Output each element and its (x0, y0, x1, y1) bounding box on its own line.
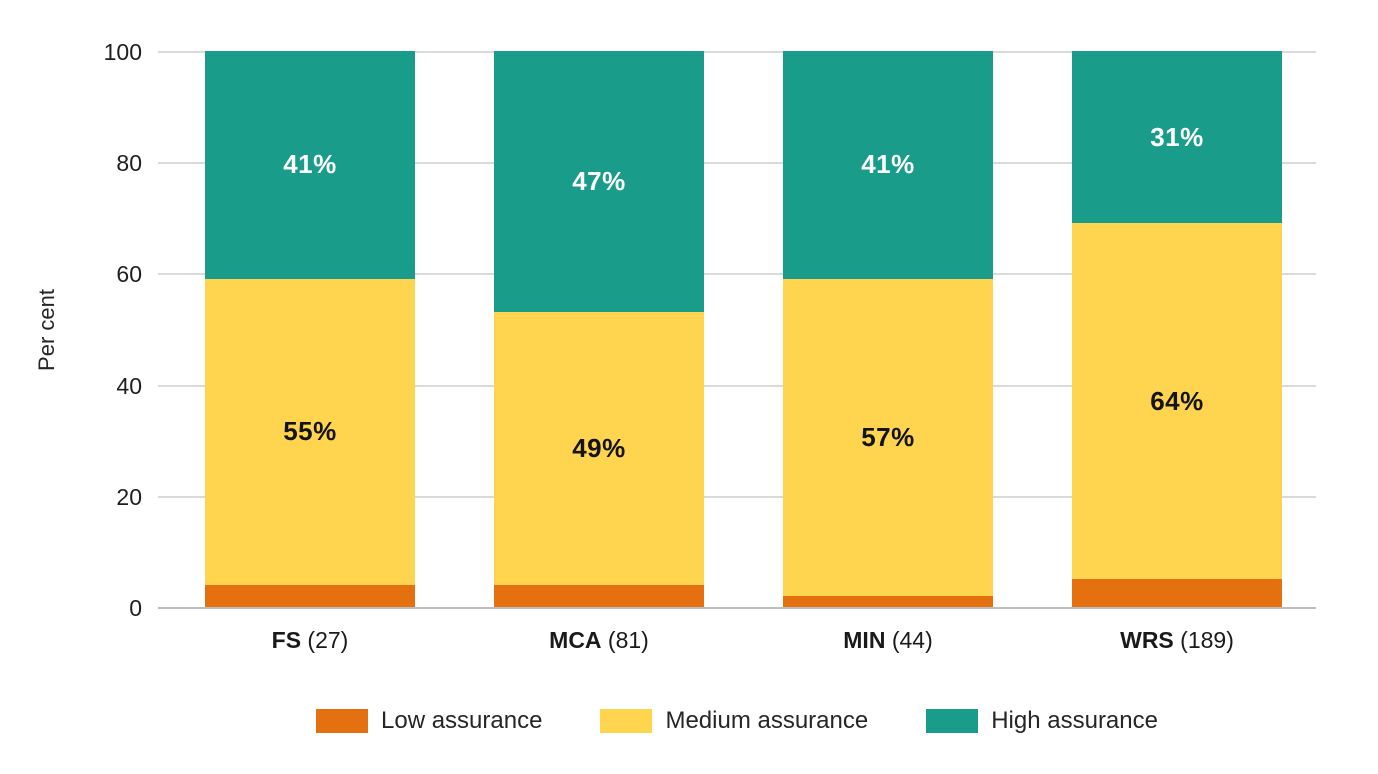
legend-swatch-icon (600, 709, 653, 733)
data-label: 57% (861, 421, 915, 452)
data-label: 64% (1150, 385, 1204, 416)
y-tick-label-60: 60 (116, 261, 142, 288)
bar-segment-wrs-medium-assurance: 64% (1072, 223, 1282, 580)
bar-segment-mca-high-assurance: 47% (494, 51, 704, 313)
category-count: (81) (601, 627, 649, 653)
category-name: MIN (843, 627, 886, 653)
x-category-label-min: MIN (44) (743, 625, 1033, 655)
legend: Low assurance Medium assurance High assura… (158, 704, 1316, 738)
data-label: 31% (1150, 121, 1204, 152)
category-name: WRS (1120, 627, 1174, 653)
bar-segment-min-high-assurance: 41% (783, 51, 993, 279)
category-name: MCA (549, 627, 602, 653)
bar-segment-fs-high-assurance: 41% (205, 51, 415, 279)
gridline-20 (158, 495, 1316, 498)
legend-item-high-assurance: High assurance (926, 707, 1158, 735)
bar-segment-mca-low-assurance (494, 584, 704, 607)
bar-segment-fs-low-assurance (205, 584, 415, 607)
gridline-100 (158, 51, 1316, 53)
data-label: 47% (572, 166, 626, 197)
category-count: (27) (301, 627, 349, 653)
data-label: 49% (572, 433, 626, 464)
gridline-80 (158, 162, 1316, 165)
category-count: (189) (1173, 627, 1234, 653)
gridline-40 (158, 384, 1316, 387)
y-axis-title: Per cent (34, 289, 59, 371)
data-label: 41% (283, 149, 337, 180)
x-axis-baseline (158, 607, 1316, 609)
legend-label: Medium assurance (665, 707, 869, 734)
bar-segment-wrs-high-assurance: 31% (1072, 51, 1282, 224)
legend-swatch-icon (316, 709, 369, 733)
y-tick-label-100: 100 (103, 39, 142, 65)
category-count: (44) (885, 627, 933, 653)
legend-item-low-assurance: Low assurance (316, 707, 542, 735)
bar-segment-mca-medium-assurance: 49% (494, 312, 704, 585)
legend-item-medium-assurance: Medium assurance (600, 707, 868, 735)
y-tick-label-80: 80 (116, 150, 142, 177)
bar-segment-wrs-low-assurance (1072, 579, 1282, 607)
legend-label: High assurance (991, 707, 1158, 734)
y-tick-label-0: 0 (129, 595, 142, 621)
gridline-60 (158, 273, 1316, 276)
bar-segment-min-low-assurance (783, 595, 993, 607)
legend-label: Low assurance (381, 707, 543, 734)
x-category-label-mca: MCA (81) (454, 625, 744, 655)
data-label: 55% (283, 416, 337, 447)
bar-segment-min-medium-assurance: 57% (783, 278, 993, 596)
x-category-label-fs: FS (27) (165, 625, 455, 655)
category-name: FS (271, 627, 302, 653)
data-label: 41% (861, 149, 915, 180)
legend-swatch-icon (926, 709, 979, 733)
y-tick-label-40: 40 (116, 372, 142, 399)
x-category-label-wrs: WRS (189) (1032, 625, 1322, 655)
bar-segment-fs-medium-assurance: 55% (205, 278, 415, 585)
y-tick-label-20: 20 (116, 483, 142, 510)
